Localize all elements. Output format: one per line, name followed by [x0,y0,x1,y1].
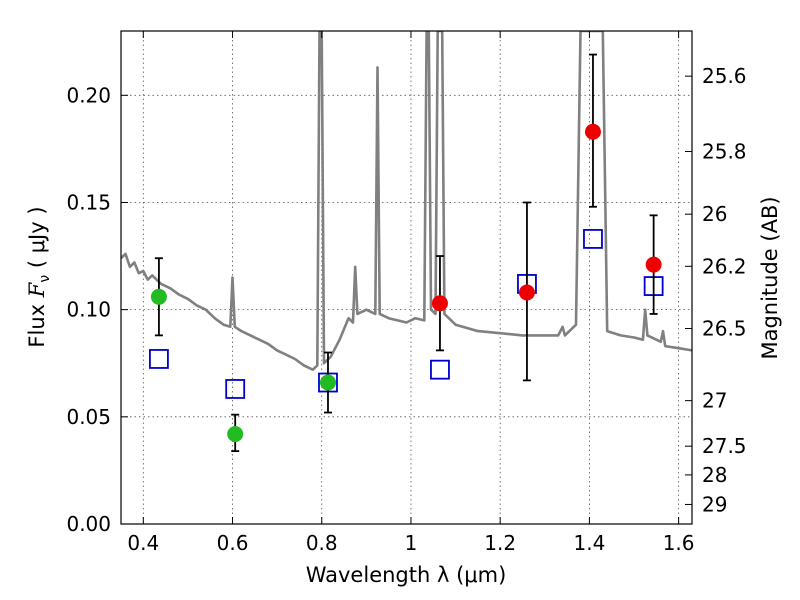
x-tick-label: 0.8 [306,531,338,555]
y-axis-label: Flux Fν ( μJy ) [25,206,53,347]
y2-tick-label: 26 [702,202,727,226]
y-axis-label-post: ( μJy ) [25,206,49,274]
y2-tick-label: 25.8 [702,140,747,164]
model-photometry-square [583,229,603,249]
y-tick-label: 0.20 [66,83,111,107]
x-tick-label: 1.6 [663,531,695,555]
y-tick-label: 0.10 [66,298,111,322]
x-axis-label: Wavelength λ (μm) [306,563,507,587]
y2-tick-label: 28 [702,463,727,487]
y-tick-label: 0.05 [66,405,111,429]
data-point [319,374,336,391]
y-axis-label-pre: Flux [25,297,49,347]
x-tick-label: 1 [405,531,418,555]
ticks: 0.4 0.6 0.8 1 1.2 1.4 1.6 0.00 0.05 0.10 0.15 0.20 2… [66,31,747,555]
model-photometry-square [225,379,246,399]
data-point [518,284,535,301]
y2-tick-label: 27 [702,389,727,413]
y2-tick-label: 26.2 [702,254,747,278]
plot-frame [120,30,693,525]
y2-axis-label: Magnitude (AB) [758,196,782,359]
y-tick-label: 0.00 [66,512,111,536]
data-point [431,295,448,312]
x-tick-label: 0.6 [217,531,249,555]
x-tick-label: 1.2 [484,531,516,555]
x-tick-label: 0.4 [127,531,159,555]
y2-tick-label: 26.5 [702,317,747,341]
grid [121,31,692,525]
y-axis-label-var: F [25,281,49,298]
y2-tick-label: 29 [702,492,727,516]
model-photometry-square [149,349,169,369]
model-spectrum [121,31,692,372]
model-spectrum-line [121,31,692,372]
x-tick-label: 1.4 [573,531,605,555]
data-point [584,123,601,140]
data-point [645,256,662,273]
y2-tick-label: 25.6 [702,64,747,88]
y-axis-label-sub: ν [37,275,53,283]
data-point [150,288,167,305]
data-markers [149,53,664,453]
y2-tick-label: 27.5 [702,434,747,458]
model-photometry-square [430,359,450,380]
y-tick-label: 0.15 [66,190,111,214]
data-point [227,425,244,442]
